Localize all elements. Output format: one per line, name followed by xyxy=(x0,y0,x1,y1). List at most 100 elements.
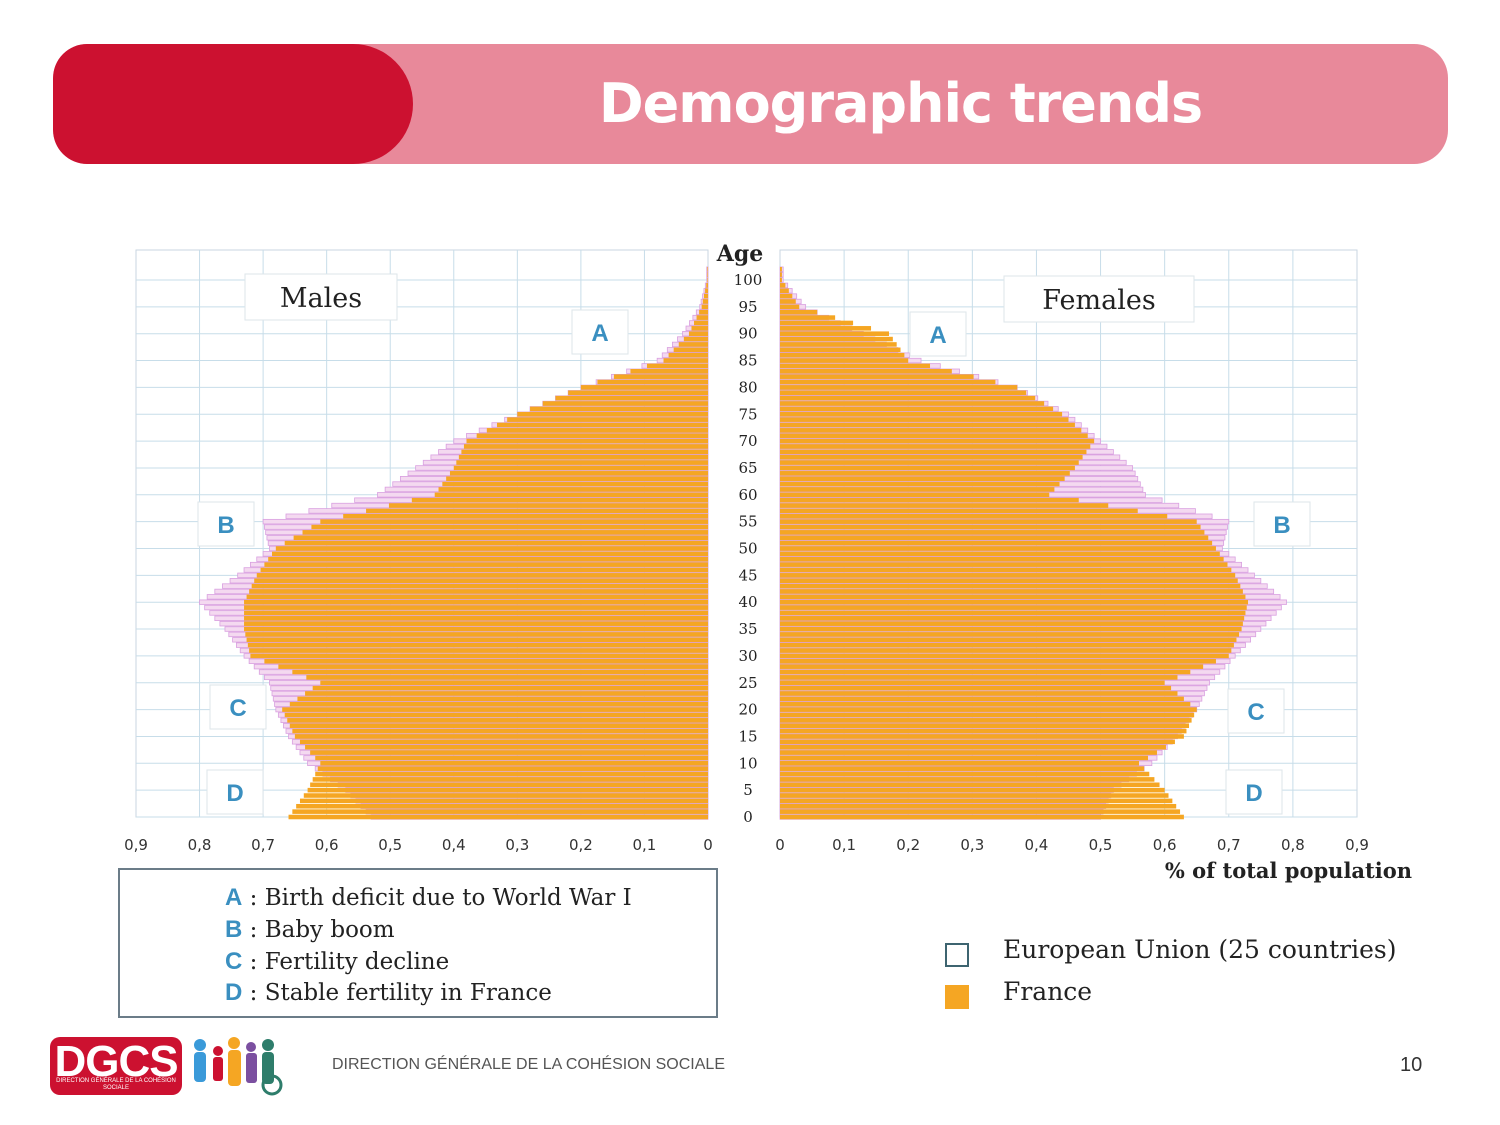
france-bar-female xyxy=(780,798,1173,804)
france-bar-male xyxy=(254,578,709,584)
annotation-box-a xyxy=(909,311,967,357)
france-bar-female xyxy=(780,535,1209,541)
legend-key-b: B xyxy=(225,916,243,943)
annotation-marker-c: C xyxy=(229,695,246,722)
france-bar-male xyxy=(663,358,708,363)
x-tick-label-right: 0 xyxy=(775,836,785,854)
france-bar-female xyxy=(780,283,786,288)
france-bar-female xyxy=(780,411,1063,417)
france-bar-male xyxy=(320,680,708,686)
france-bar-male xyxy=(442,481,708,487)
legend-row-b: B : Baby boom xyxy=(225,916,395,943)
france-bar-female xyxy=(780,793,1169,798)
age-tick-label: 75 xyxy=(738,405,757,423)
france-bar-male xyxy=(288,814,708,820)
x-tick-label-left: 0,4 xyxy=(442,836,466,854)
legend-row-a: A : Birth deficit due to World War I xyxy=(225,884,632,911)
age-tick-label: 30 xyxy=(738,647,757,665)
france-legend-label: France xyxy=(1003,977,1093,1006)
france-bar-male xyxy=(630,369,708,374)
france-bar-female xyxy=(780,750,1157,755)
x-tick-label-right: 0,3 xyxy=(960,836,984,854)
france-bar-female xyxy=(780,664,1204,669)
france-bar-male xyxy=(249,589,708,594)
france-bar-female xyxy=(780,739,1175,745)
france-bar-male xyxy=(678,342,708,347)
france-bar-female xyxy=(780,385,1018,390)
france-bar-female xyxy=(780,465,1075,471)
france-bar-male xyxy=(320,761,708,766)
france-bar-male xyxy=(668,352,708,358)
france-bar-female xyxy=(780,454,1083,460)
legend-key-d: D xyxy=(225,979,243,1006)
panel-label-females: Females xyxy=(1042,285,1155,316)
age-tick-label: 90 xyxy=(738,325,757,343)
france-bar-male xyxy=(284,712,708,718)
x-tick-label-right: 0,9 xyxy=(1345,836,1369,854)
x-tick-label-left: 0,6 xyxy=(315,836,339,854)
france-bar-female xyxy=(780,342,897,347)
france-bar-female xyxy=(780,653,1229,659)
annotation-marker-a: A xyxy=(929,322,946,349)
france-bar-female xyxy=(780,696,1184,702)
france-bar-male xyxy=(299,798,708,804)
france-bar-male xyxy=(268,556,708,562)
france-bar-male xyxy=(246,594,708,600)
france-bar-male xyxy=(343,513,708,519)
france-bar-female xyxy=(780,814,1184,820)
france-bar-female xyxy=(780,336,893,342)
france-bar-male xyxy=(446,476,708,481)
title-banner: Demographic trends xyxy=(53,44,1448,164)
age-tick-label: 20 xyxy=(738,701,757,719)
france-bar-female xyxy=(780,551,1220,557)
france-bar-female xyxy=(780,266,782,272)
france-bar-male xyxy=(461,449,708,455)
france-bar-male xyxy=(517,411,708,417)
france-bar-female xyxy=(780,428,1082,433)
france-bar-male xyxy=(707,272,708,277)
france-bar-female xyxy=(780,449,1087,455)
annotation-box-d xyxy=(1225,769,1283,815)
france-bar-male xyxy=(244,626,709,632)
france-bar-male xyxy=(438,487,708,492)
france-bar-female xyxy=(780,766,1145,771)
france-bar-female xyxy=(780,761,1140,766)
france-bar-female xyxy=(780,519,1197,524)
france-bar-female xyxy=(780,734,1184,739)
france-bar-male xyxy=(683,336,708,342)
age-tick-label: 0 xyxy=(743,808,753,826)
age-tick-label: 10 xyxy=(738,754,757,772)
france-bar-female xyxy=(780,358,909,363)
france-bar-female xyxy=(780,508,1138,514)
france-bar-female xyxy=(780,304,800,310)
x-tick-label-right: 0,8 xyxy=(1281,836,1305,854)
france-bar-female xyxy=(780,556,1224,562)
france-bar-female xyxy=(780,718,1192,723)
france-bar-male xyxy=(249,648,708,653)
x-tick-label-right: 0,7 xyxy=(1217,836,1241,854)
france-bar-female xyxy=(780,320,854,326)
france-bar-female xyxy=(780,809,1181,814)
france-bar-male xyxy=(530,406,708,412)
france-bar-female xyxy=(780,626,1242,632)
france-bar-female xyxy=(780,444,1091,449)
france-bar-male xyxy=(366,508,708,514)
france-bar-female xyxy=(780,610,1246,616)
annotation-marker-b: B xyxy=(1273,512,1290,539)
france-bar-male xyxy=(284,540,708,546)
france-bar-female xyxy=(780,326,872,331)
x-tick-label-right: 0,4 xyxy=(1025,836,1049,854)
france-bar-female xyxy=(780,524,1201,530)
france-bar-male xyxy=(463,444,708,449)
france-bar-female xyxy=(780,540,1213,546)
age-tick-label: 60 xyxy=(738,486,757,504)
footer-org-name: DIRECTION GÉNÉRALE DE LA COHÉSION SOCIAL… xyxy=(332,1056,725,1073)
dgcs-logo: DGCS DIRECTION GÉNÉRALE DE LA COHÉSION S… xyxy=(50,1037,182,1095)
page-number: 10 xyxy=(1400,1054,1423,1076)
x-tick-label-right: 0,5 xyxy=(1089,836,1113,854)
france-series-bars xyxy=(244,266,1249,820)
population-pyramid-chart: Age 0 5 10 15 20 25 30 35 40 45 50 55 60 65 70 75 80 85 90 9… xyxy=(124,241,1412,883)
france-bar-male xyxy=(250,653,708,659)
france-bar-female xyxy=(780,497,1079,503)
age-tick-label: 45 xyxy=(738,566,757,584)
